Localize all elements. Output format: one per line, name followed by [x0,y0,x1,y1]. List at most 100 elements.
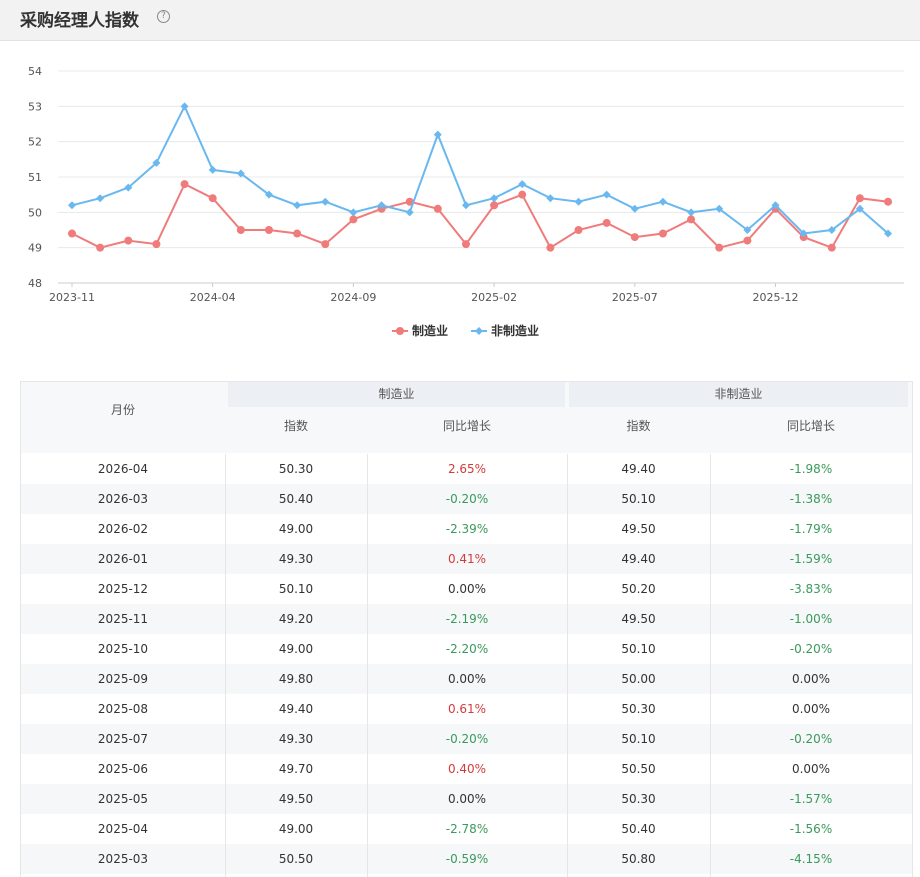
manufacturing-data-point [152,240,161,249]
manufacturing-index-cell: 49.80 [278,672,314,686]
non-manufacturing-data-point [293,201,302,210]
manufacturing-data-point [546,243,555,252]
manufacturing-index-cell: 49.00 [278,522,314,536]
manufacturing-index-cell: 49.00 [278,642,314,656]
non-manufacturing-data-point [884,229,893,238]
manufacturing-data-point [461,240,470,249]
manufacturing-index-cell: 49.00 [278,822,314,836]
manufacturing-yoy-cell: -2.20% [445,642,489,656]
table-row: 2026-04 50.30 2.65% 49.40 -1.98% [21,454,912,484]
y-tick-label: 50 [28,206,42,219]
manufacturing-index-cell: 49.30 [278,552,314,566]
help-icon[interactable]: ? [157,10,170,23]
manufacturing-index-cell: 50.10 [278,582,314,596]
non-manufacturing-index-cell: 50.50 [621,762,656,776]
non-manufacturing-yoy-cell: -3.83% [789,582,833,596]
non-manufacturing-series-line [71,103,889,235]
pmi-line-chart: 48 49 50 51 52 53 54 2023-11 2024-04 2024-09 2025-… [28,65,904,304]
manufacturing-index-cell: 50.30 [278,462,314,476]
table-header: 月份 制造业 非制造业 指数 同比增长 指数 同比增长 [21,382,912,453]
month-cell: 2025-04 [97,822,149,836]
non-manufacturing-data-point [546,194,555,203]
page-title: 采购经理人指数 [20,11,139,31]
non-manufacturing-data-point [377,201,386,210]
manufacturing-data-point [602,218,611,227]
manufacturing-data-point [630,233,639,242]
manufacturing-yoy-cell: 2.65% [447,462,487,476]
non-manufacturing-yoy-cell: 0.00% [791,762,831,776]
non-manufacturing-yoy-cell: -0.20% [789,642,833,656]
manufacturing-yoy-cell: 0.00% [447,582,487,596]
table-row: 2025-10 49.00 -2.20% 50.10 -0.20% [21,634,912,664]
non-manufacturing-data-point [236,169,245,178]
manufacturing-data-point [321,240,330,249]
manufacturing-data-point [884,197,893,206]
column-divider [225,454,226,877]
non-manufacturing-index-cell: 50.20 [621,582,656,596]
non-manufacturing-index-cell: 50.10 [621,492,656,506]
non-manufacturing-index-header: 指数 [626,419,651,433]
y-tick-label: 49 [28,242,42,255]
y-tick-label: 51 [28,171,42,184]
manufacturing-data-point [574,226,583,234]
manufacturing-data-point [124,236,133,245]
non-manufacturing-yoy-cell: -1.79% [789,522,833,536]
non-manufacturing-index-cell: 50.80 [621,852,656,866]
non-manufacturing-data-point [264,190,273,199]
non-manufacturing-index-cell: 49.50 [621,522,656,536]
non-manufacturing-data-point [827,226,836,234]
manufacturing-yoy-cell: -2.39% [445,522,489,536]
non-manufacturing-data-point [405,208,414,217]
table-row: 2025-09 49.80 0.00% 50.00 0.00% [21,664,912,694]
manufacturing-group-header: 制造业 [228,382,565,407]
non-manufacturing-data-point [602,190,611,199]
table-row: 2025-07 49.30 -0.20% 50.10 -0.20% [21,724,912,754]
manufacturing-index-cell: 49.30 [278,732,314,746]
non-manufacturing-yoy-cell: -1.59% [789,552,833,566]
manufacturing-yoy-cell: 0.61% [447,702,487,716]
manufacturing-data-point [96,243,105,252]
month-cell: 2025-11 [97,612,149,626]
non-manufacturing-yoy-cell: 0.00% [791,702,831,716]
x-tick-label: 2025-07 [612,291,658,304]
month-cell: 2025-03 [97,852,149,866]
table-row: 2025-11 49.20 -2.19% 49.50 -1.00% [21,604,912,634]
non-manufacturing-data-point [96,194,105,203]
diamond-marker-icon [471,327,487,335]
manufacturing-data-point [715,243,724,252]
non-manufacturing-yoy-cell: -1.98% [789,462,833,476]
non-manufacturing-data-point [630,204,639,213]
column-divider [567,454,568,877]
month-cell: 2026-01 [97,552,149,566]
manufacturing-index-cell: 50.50 [278,852,314,866]
manufacturing-data-point [405,197,414,206]
column-divider [710,454,711,877]
non-manufacturing-data-point [68,201,76,210]
y-tick-label: 48 [28,277,42,290]
legend-item-manufacturing[interactable]: 制造业 [392,323,448,339]
non-manufacturing-index-cell: 50.00 [621,672,656,686]
non-manufacturing-data-point [180,102,189,111]
month-cell: 2025-05 [97,792,149,806]
non-manufacturing-index-cell: 50.30 [621,702,656,716]
month-cell: 2026-03 [97,492,149,506]
legend-item-non-manufacturing[interactable]: 非制造业 [471,323,539,339]
manufacturing-data-point [349,215,358,224]
manufacturing-data-point [855,194,864,203]
manufacturing-index-cell: 49.50 [278,792,314,806]
x-tick-label: 2025-02 [471,291,517,304]
x-tick-label: 2024-04 [190,291,236,304]
table-row: 2025-08 49.40 0.61% 50.30 0.00% [21,694,912,724]
table-row: 2026-01 49.30 0.41% 49.40 -1.59% [21,544,912,574]
manufacturing-yoy-cell: -2.19% [445,612,489,626]
y-tick-label: 52 [28,136,42,149]
manufacturing-yoy-cell: -0.20% [445,492,489,506]
manufacturing-yoy-cell: 0.00% [447,672,487,686]
non-manufacturing-data-point [743,226,752,234]
manufacturing-data-point [743,236,752,245]
manufacturing-data-point [658,229,667,238]
non-manufacturing-data-point [321,197,330,206]
manufacturing-data-point [433,204,442,213]
month-cell: 2025-12 [97,582,149,596]
manufacturing-yoy-cell: -0.20% [445,732,489,746]
